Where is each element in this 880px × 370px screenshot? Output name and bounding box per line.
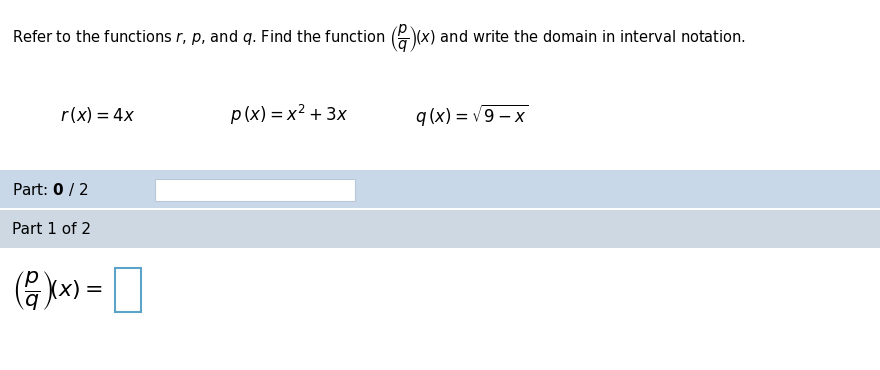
Text: Part: $\mathbf{0}$ / 2: Part: $\mathbf{0}$ / 2 xyxy=(12,181,88,198)
Text: $\left(\dfrac{p}{q}\right)\!(x) = $: $\left(\dfrac{p}{q}\right)\!(x) = $ xyxy=(12,269,103,312)
Text: Refer to the functions $r$, $p$, and $q$. Find the function $\left(\dfrac{p}{q}\: Refer to the functions $r$, $p$, and $q$… xyxy=(12,22,746,54)
FancyBboxPatch shape xyxy=(0,210,880,248)
Text: $p\,(x) = x^2 + 3x$: $p\,(x) = x^2 + 3x$ xyxy=(230,103,348,127)
FancyBboxPatch shape xyxy=(155,179,355,201)
Text: $r\,(x) = 4x$: $r\,(x) = 4x$ xyxy=(60,105,136,125)
Text: $q\,(x) = \sqrt{9-x}$: $q\,(x) = \sqrt{9-x}$ xyxy=(415,102,528,128)
FancyBboxPatch shape xyxy=(0,170,880,208)
FancyBboxPatch shape xyxy=(115,268,141,312)
Text: Part 1 of 2: Part 1 of 2 xyxy=(12,222,91,236)
